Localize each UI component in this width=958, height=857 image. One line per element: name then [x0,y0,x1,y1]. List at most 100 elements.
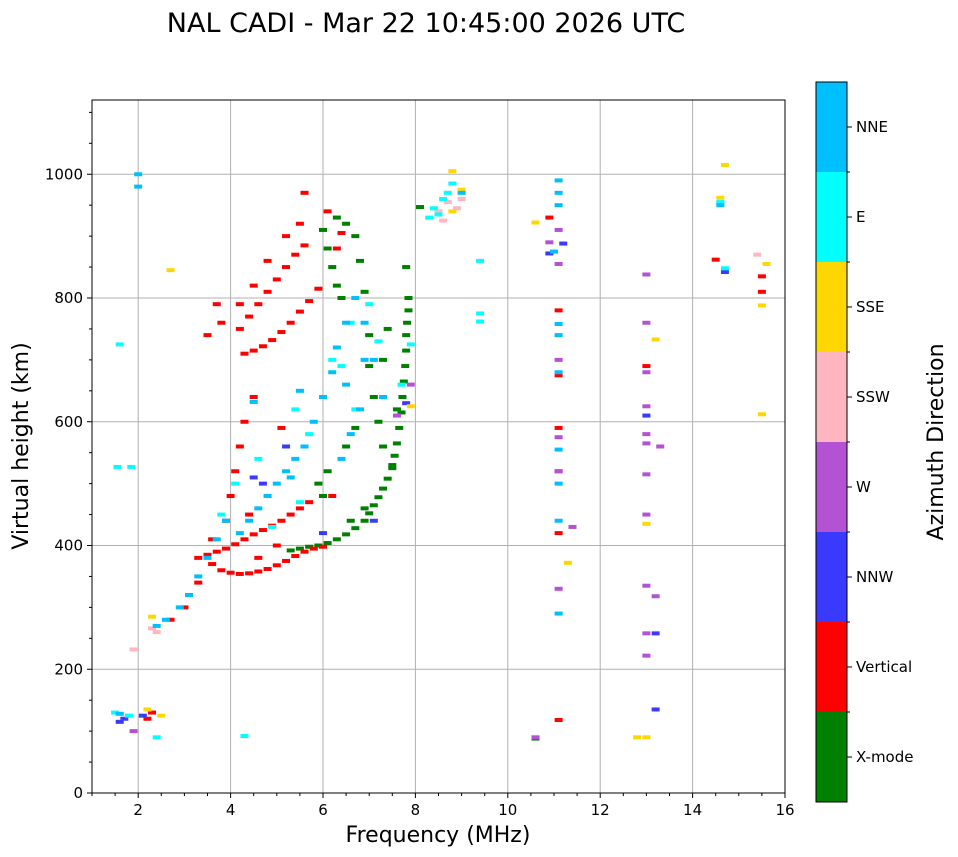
data-point [277,425,286,430]
colorbar-swatch-ssw [816,352,847,442]
data-point [342,320,351,325]
data-point [403,320,412,325]
chart-title: NAL CADI - Mar 22 10:45:00 2026 UTC [167,8,685,39]
data-point [235,444,244,449]
data-point [365,364,374,369]
data-point [531,735,540,740]
data-point [392,441,401,446]
data-point [231,469,240,474]
data-point [425,215,434,220]
data-point [254,456,263,461]
data-point [240,734,249,739]
data-point [295,221,304,226]
data-point [226,570,235,575]
data-point [642,472,651,477]
data-point [161,617,170,622]
y-tick-label: 600 [54,413,83,431]
data-point [221,546,230,551]
data-point [235,531,244,536]
data-point [404,308,413,313]
data-point [337,231,346,236]
data-point [651,631,660,636]
data-point [240,537,249,542]
data-point [716,200,725,205]
data-point [282,469,291,474]
data-point [300,444,309,449]
colorbar-tick-label: SSE [856,298,885,316]
data-point [295,506,304,511]
data-point [406,342,415,347]
data-point [554,261,563,266]
data-point [439,218,448,223]
data-point [642,583,651,588]
colorbar-swatch-vertical [816,622,847,712]
data-point [120,716,129,721]
data-point [554,370,563,375]
data-point [448,209,457,214]
colorbar-tick-label: NNW [856,568,893,586]
data-point [452,206,461,211]
data-point [443,190,452,195]
data-point [314,543,323,548]
x-tick-label: 8 [411,801,421,819]
data-point [258,344,267,349]
series-x-mode [286,205,540,741]
data-point [134,184,143,189]
data-points [111,162,771,741]
data-point [554,308,563,313]
data-point [152,735,161,740]
data-point [554,717,563,722]
data-point [757,289,766,294]
data-point [642,364,651,369]
data-point [254,555,263,560]
data-point [235,302,244,307]
data-point [166,617,175,622]
data-point [457,187,466,192]
data-point [397,382,406,387]
data-point [319,494,327,498]
data-point [217,568,226,573]
x-tick-label: 10 [498,801,517,819]
colorbar-swatch-sse [816,262,847,352]
data-point [720,162,729,167]
grid-lines [92,100,786,794]
data-point [305,544,314,549]
data-point [554,611,563,616]
data-point [152,623,161,628]
data-point [332,215,341,220]
data-point [337,296,346,300]
data-point [332,246,341,251]
data-point [309,419,318,424]
data-point [642,320,651,325]
data-point [457,190,466,195]
colorbar-swatch-x-mode [816,712,847,802]
data-point [286,320,295,325]
data-point [554,333,563,338]
series-nnw [115,241,729,724]
data-point [374,419,383,424]
data-point [716,203,725,208]
series-vertical [143,190,766,722]
data-point [633,735,642,740]
data-point [203,552,212,557]
data-point [379,444,388,449]
y-tick-label: 200 [54,660,83,678]
data-point [401,364,410,369]
data-point [254,569,263,574]
data-point [642,653,651,658]
data-point [143,716,152,721]
data-point [554,321,563,326]
data-point [291,456,300,461]
data-point [651,594,660,599]
data-point [383,326,392,331]
data-point [328,265,337,270]
data-point [346,518,355,523]
data-point [300,243,309,248]
data-point [402,333,411,338]
data-point [374,339,383,344]
data-point [554,447,563,452]
data-point [554,178,563,183]
data-point [175,605,184,610]
data-point [127,464,136,469]
data-point [388,463,397,468]
